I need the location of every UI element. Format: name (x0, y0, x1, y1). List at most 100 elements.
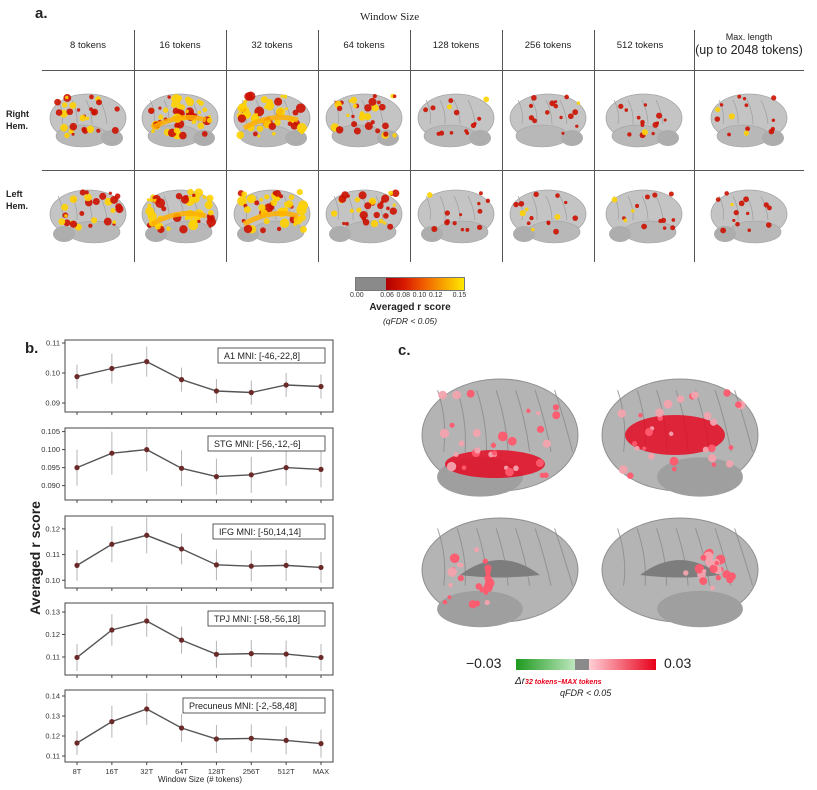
brain-lateral-left (421, 378, 579, 497)
data-point (318, 654, 324, 661)
series-line (76, 360, 322, 394)
col-header-max-line2: (up to 2048 tokens) (695, 43, 803, 57)
legend-label: IFG MNI: [-50,14,14] (219, 527, 301, 537)
data-point (248, 563, 254, 569)
colorbar-a-tick: 0.08 (396, 292, 411, 299)
xtick-label: 16T (105, 767, 118, 776)
col-header-max: Max. length (up to 2048 tokens) (694, 32, 804, 57)
col-header-512: 512 tokens (616, 40, 664, 51)
data-point (109, 450, 115, 456)
colorbar-c-label: Δr32 tokens−MAX tokens (515, 676, 602, 687)
legend-label: A1 MNI: [-46,-22,8] (224, 351, 300, 361)
colorbar-a-tick: 0.10 (412, 292, 427, 299)
brain-left-6 (605, 189, 683, 244)
series-line (76, 708, 322, 745)
data-point (74, 465, 80, 471)
data-point (283, 465, 289, 471)
col-header-128: 128 tokens (432, 40, 480, 51)
brain-right-3 (325, 93, 403, 148)
brain-right-1 (141, 93, 219, 148)
ytick-label: 0.10 (45, 576, 60, 585)
legend-label: STG MNI: [-56,-12,-6] (214, 439, 301, 449)
data-point (213, 388, 220, 394)
ytick-label: 0.100 (41, 445, 60, 454)
brain-right-7 (710, 93, 788, 148)
xtick-label: 128T (208, 767, 226, 776)
data-point (318, 741, 324, 747)
brain-right-5 (509, 93, 587, 148)
row-header-right: Right Hem. (6, 108, 29, 132)
legend-label: Precuneus MNI: [-2,-58,48] (189, 701, 297, 711)
row-header-right-line1: Right (6, 109, 29, 119)
ytick-label: 0.095 (41, 463, 60, 472)
brain-left-0 (49, 189, 127, 244)
data-point (109, 627, 115, 633)
contrast-brains (421, 378, 759, 628)
colorbar-a-label: Averaged r score (355, 302, 465, 313)
subplot-4: 0.11 0.12 0.13 0.14 Precuneus MNI: [-2,-58,4… (45, 689, 334, 776)
legend-box (182, 697, 326, 714)
brain-right-6 (605, 93, 683, 148)
data-point (283, 382, 289, 388)
data-point (109, 365, 115, 372)
brain-renders (49, 91, 788, 244)
colorbar-a-sublabel: (qFDR < 0.05) (382, 316, 438, 326)
colorbar-c-max: 0.03 (664, 655, 692, 671)
colorbar-c (516, 659, 656, 670)
data-point (144, 618, 150, 624)
subplot-3: 0.11 0.12 0.13 TPJ MNI: [-58,-56,18] (45, 602, 334, 678)
data-point (109, 541, 115, 547)
xtick-label: 256T (243, 767, 261, 776)
data-point (178, 465, 185, 471)
ytick-label: 0.09 (45, 399, 60, 408)
data-point (213, 736, 220, 742)
brain-right-2 (233, 91, 311, 148)
legend-box (217, 347, 326, 364)
ytick-label: 0.12 (45, 630, 60, 639)
data-point (213, 651, 220, 657)
xtick-label: MAX (313, 767, 329, 776)
data-point (248, 651, 254, 657)
ytick-label: 0.13 (45, 608, 60, 617)
panel-c-letter: c. (398, 342, 411, 359)
brain-grid: 8 tokens 16 tokens 32 tokens 64 tokens 1… (42, 30, 804, 262)
brain-right-4 (417, 93, 495, 148)
series-line (76, 448, 322, 478)
data-point (178, 725, 185, 731)
data-point (248, 735, 254, 741)
colorbar-a (355, 277, 465, 291)
data-point (144, 447, 150, 453)
data-point (213, 562, 220, 568)
data-point (144, 359, 150, 365)
data-point (109, 719, 115, 725)
data-point (74, 654, 80, 661)
ytick-label: 0.10 (45, 369, 60, 378)
data-point (74, 740, 80, 746)
ytick-label: 0.090 (41, 481, 60, 490)
data-point (283, 737, 289, 743)
col-header-256: 256 tokens (524, 40, 572, 51)
data-point (318, 383, 324, 390)
brain-left-2 (233, 189, 311, 244)
data-point (144, 532, 150, 538)
col-header-32: 32 tokens (251, 40, 293, 51)
colorbar-a-tick: 0.15 (452, 292, 467, 299)
data-point (178, 546, 185, 552)
data-point (144, 706, 150, 712)
legend-label: TPJ MNI: [-58,-56,18] (214, 614, 300, 624)
panel-a-title: Window Size (360, 11, 420, 23)
col-header-16: 16 tokens (159, 40, 201, 51)
brain-medial-left (421, 517, 579, 628)
xtick-label: 512T (278, 767, 296, 776)
row-header-right-line2: Hem. (6, 121, 29, 131)
series-line (76, 534, 322, 569)
brain-left-7 (710, 189, 788, 244)
brain-left-3 (325, 189, 403, 244)
series-line (76, 620, 322, 659)
brain-left-4 (417, 189, 495, 244)
data-point (318, 466, 324, 472)
colorbar-c-delta: Δr (515, 676, 526, 687)
brain-right-0 (49, 93, 127, 148)
xtick-label: 64T (175, 767, 188, 776)
